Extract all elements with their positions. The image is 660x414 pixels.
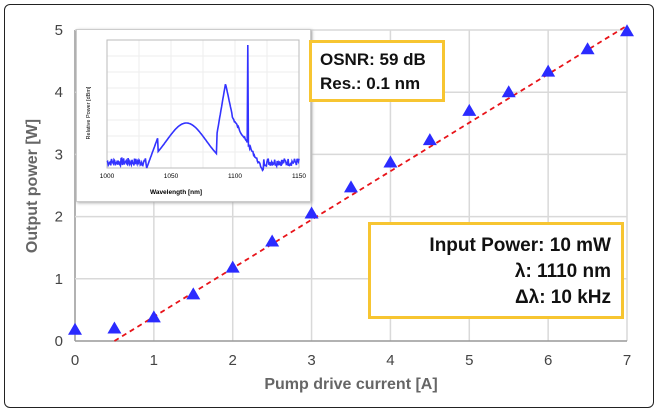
inset-x-tick-label: 1150 [292, 173, 306, 180]
data-point-triangle [501, 85, 516, 98]
x-tick-label: 1 [150, 352, 158, 369]
data-point-triangle [265, 234, 280, 247]
osnr-annotation: OSNR: 59 dB Res.: 0.1 nm [309, 40, 445, 102]
spectrum-line [106, 44, 300, 172]
x-tick-label: 0 [71, 352, 79, 369]
linewidth-text: Δλ: 10 kHz [514, 287, 611, 308]
input-power-text: Input Power: 10 mW [429, 235, 611, 256]
inset-plot-border [106, 39, 300, 169]
y-tick-label: 1 [55, 271, 63, 288]
x-tick-label: 2 [229, 352, 237, 369]
data-point-triangle [304, 206, 319, 219]
parameters-annotation: Input Power: 10 mW λ: 1110 nm Δλ: 10 kHz [368, 222, 624, 319]
data-point-triangle [422, 133, 437, 146]
y-tick-label: 2 [55, 209, 63, 226]
data-point-triangle [107, 321, 122, 334]
y-tick-label: 3 [55, 146, 63, 163]
y-tick-label: 5 [55, 22, 63, 39]
y-tick-label: 0 [55, 333, 63, 350]
x-tick-label: 6 [544, 352, 552, 369]
osnr-text: OSNR: 59 dB [320, 50, 426, 69]
x-tick-label: 4 [386, 352, 394, 369]
chart-frame [4, 4, 654, 408]
data-point-triangle [186, 287, 201, 300]
data-point-triangle [580, 42, 595, 55]
resolution-text: Res.: 0.1 nm [320, 74, 421, 93]
inset-spectrum: 1000 1050 1100 1150 Wavelength [nm] Relativ… [76, 29, 311, 202]
data-point-triangle [225, 260, 240, 273]
data-point-triangle [541, 64, 556, 77]
wavelength-text: λ: 1110 nm [514, 261, 611, 282]
data-point-triangle [383, 155, 398, 168]
inset-x-tick-label: 1050 [164, 173, 179, 180]
y-axis-label: Output power [W] [24, 119, 41, 253]
x-axis-label: Pump drive current [A] [264, 376, 437, 393]
data-point-triangle [462, 103, 477, 116]
x-tick-label: 7 [623, 352, 631, 369]
inset-chart: 1000 1050 1100 1150 Wavelength [nm] Relativ… [86, 39, 306, 196]
inset-x-tick-label: 1000 [100, 173, 115, 180]
fit-line [113, 24, 628, 342]
y-tick-label: 4 [55, 84, 63, 101]
data-point-triangle [146, 310, 161, 323]
data-point-triangle [68, 322, 82, 335]
x-tick-label: 5 [465, 352, 473, 369]
inset-y-label: Relative Power [dBm] [86, 86, 92, 139]
data-point-triangle [620, 24, 634, 37]
inset-x-label: Wavelength [nm] [150, 189, 202, 196]
data-point-triangle [344, 180, 358, 193]
inset-x-tick-label: 1100 [228, 173, 242, 180]
x-tick-label: 3 [307, 352, 315, 369]
